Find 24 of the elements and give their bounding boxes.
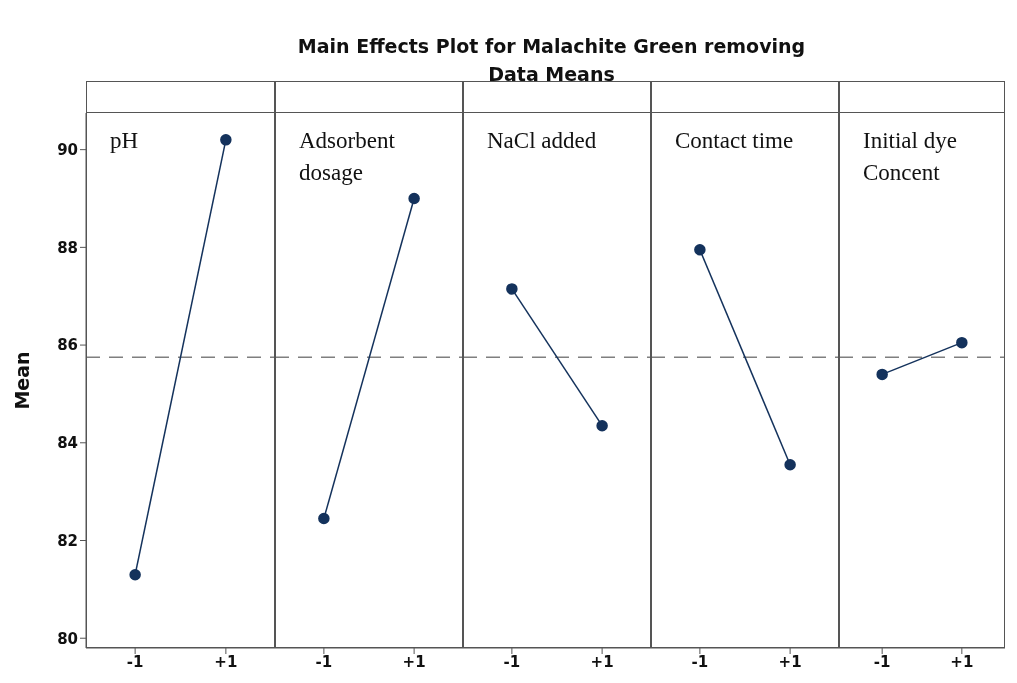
x-tick-label: +1 xyxy=(778,652,802,671)
y-tick-label: 82 xyxy=(57,531,78,550)
y-tick-label: 90 xyxy=(57,140,78,159)
x-tick-label: +1 xyxy=(402,652,426,671)
x-tick-label: -1 xyxy=(873,652,891,671)
annotation: Contact time xyxy=(675,127,795,155)
x-tick-label: +1 xyxy=(950,652,974,671)
x-tick-label: +1 xyxy=(590,652,614,671)
chart-subtitle: Data Means xyxy=(487,62,616,87)
annotation: Initial dye Concent xyxy=(863,127,958,187)
y-tick-label: 80 xyxy=(57,629,78,648)
x-tick-label: -1 xyxy=(315,652,333,671)
y-axis-title: Mean xyxy=(10,351,33,410)
x-tick-label: +1 xyxy=(214,652,238,671)
chart-title: Main Effects Plot for Malachite Green removing xyxy=(296,34,807,59)
annotation: pH xyxy=(110,127,140,155)
y-tick-label: 84 xyxy=(57,434,78,453)
x-tick-label: -1 xyxy=(503,652,521,671)
y-tick-label: 88 xyxy=(57,238,78,257)
x-tick-label: -1 xyxy=(691,652,709,671)
y-tick-label: 86 xyxy=(57,336,78,355)
annotation: Adsorbent dosage xyxy=(299,127,396,187)
annotation: NaCl added xyxy=(487,127,598,155)
x-tick-label: -1 xyxy=(126,652,144,671)
